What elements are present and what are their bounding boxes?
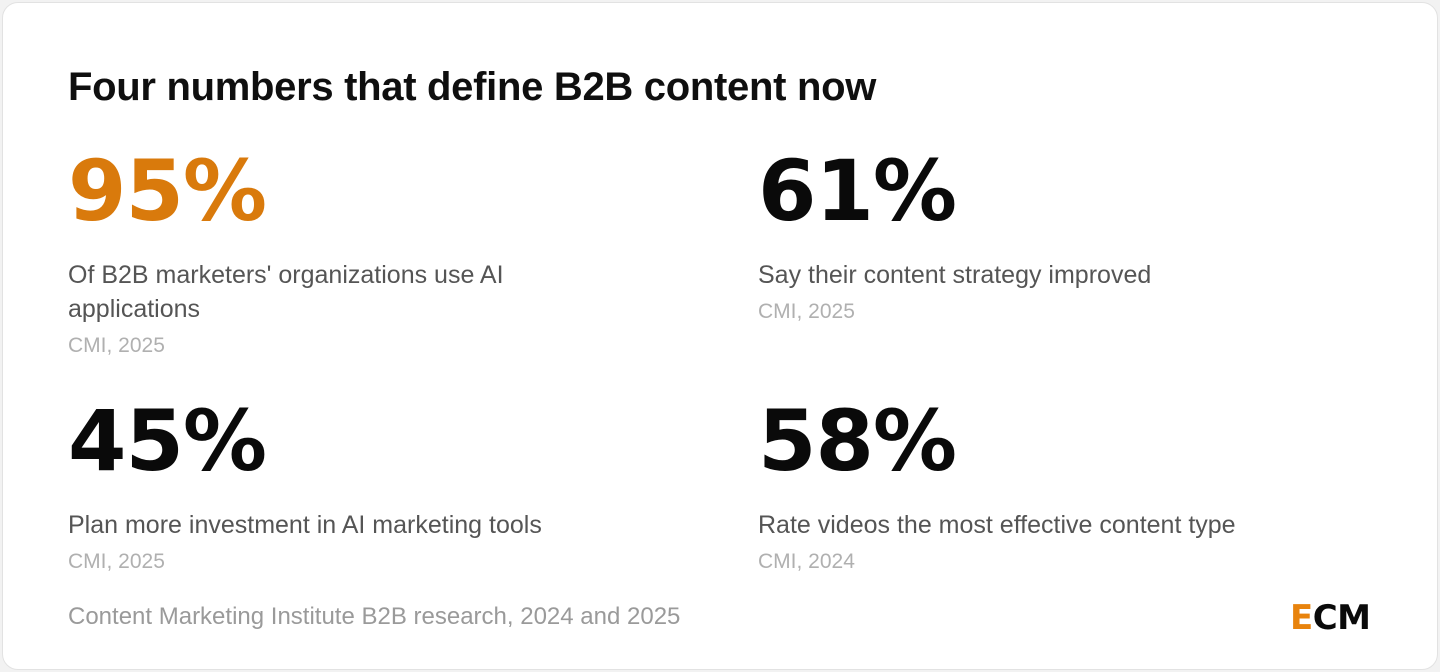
stat-value: 95%: [68, 142, 267, 240]
stat-source: CMI, 2025: [68, 550, 165, 573]
footer-source-note: Content Marketing Institute B2B research…: [68, 603, 681, 630]
stat-source: CMI, 2025: [68, 334, 165, 357]
stat-description: Of B2B marketers' organizations use AI a…: [68, 261, 504, 323]
stat-value: 61%: [758, 142, 957, 240]
stat-source: CMI, 2024: [758, 550, 855, 573]
stat-description: Plan more investment in AI marketing too…: [68, 511, 542, 539]
brand-logo-accent-letter: E: [1290, 598, 1313, 638]
stat-description: Rate videos the most effective content t…: [758, 511, 1236, 539]
stat-value: 45%: [68, 392, 267, 490]
stat-block-ai-usage: 95% Of B2B marketers' organizations use …: [68, 149, 628, 360]
stat-block-strategy-improved: 61% Say their content strategy improved …: [758, 149, 1318, 326]
stat-description: Say their content strategy improved: [758, 261, 1152, 289]
stat-source: CMI, 2025: [758, 300, 855, 323]
stat-block-video-effective: 58% Rate videos the most effective conte…: [758, 399, 1318, 576]
page-title: Four numbers that define B2B content now: [68, 65, 877, 109]
stat-block-ai-investment: 45% Plan more investment in AI marketing…: [68, 399, 628, 576]
brand-logo-rest: CM: [1312, 598, 1371, 638]
stat-value: 58%: [758, 392, 957, 490]
brand-logo: ECM: [1290, 599, 1371, 637]
